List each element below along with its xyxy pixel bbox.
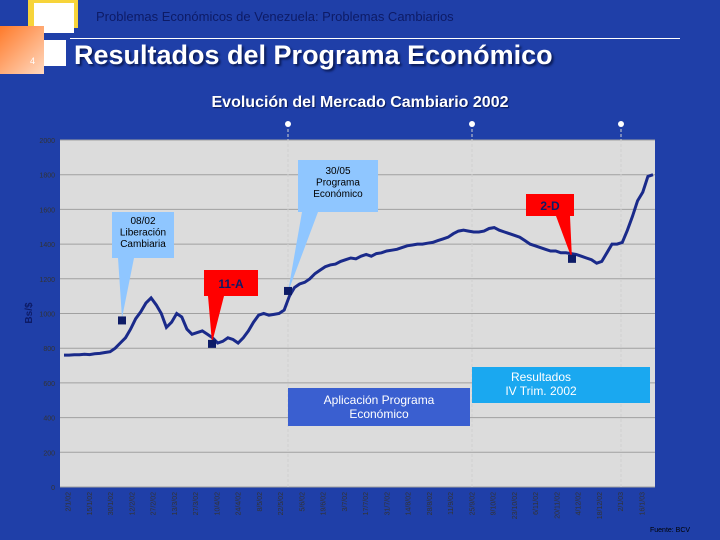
y-axis-ticks: 0 200 400 600 800 1000 1200 1400 1600 1800 2000 (39, 138, 55, 492)
x-tick-label: 14/8/02 (406, 492, 413, 515)
x-tick-label: 11/9/02 (448, 492, 455, 515)
x-tick-label: 3/7/02 (342, 492, 349, 512)
abril-callout (204, 270, 258, 296)
period-divider-dot (618, 121, 624, 127)
diciembre-callout (526, 194, 574, 216)
slide-number: 4 (30, 56, 36, 66)
y-tick-label: 400 (43, 416, 55, 423)
x-tick-label: 27/2/02 (151, 492, 158, 515)
x-tick-label: 27/3/02 (193, 492, 200, 515)
programa-callout-pointer (288, 212, 318, 292)
x-tick-label: 22/5/02 (278, 492, 285, 515)
y-axis-label: Bs/$ (24, 302, 35, 324)
x-tick-label: 25/9/02 (469, 492, 476, 515)
resultados-box (472, 367, 650, 403)
x-tick-label: 12/2/02 (129, 492, 136, 515)
x-tick-label: 2/1/02 (66, 492, 73, 512)
diciembre-callout-label: 2-D (540, 199, 560, 213)
chart-title: Evolución del Mercado Cambiario 2002 (211, 94, 509, 111)
aplicacion-label: Aplicación Programa Económico (324, 393, 435, 421)
abril-callout-pointer (208, 296, 224, 343)
x-tick-label: 10/4/02 (214, 492, 221, 515)
event-marker (568, 254, 576, 263)
x-tick-label: 20/11/02 (554, 492, 561, 519)
x-tick-label: 31/7/02 (384, 492, 391, 515)
slide-title: Resultados del Programa Económico (74, 40, 553, 70)
x-tick-label: 24/4/02 (236, 492, 243, 515)
x-tick-label: 8/5/02 (257, 492, 264, 512)
x-tick-label: 6/11/02 (533, 492, 540, 515)
x-tick-label: 13/3/02 (172, 492, 179, 515)
y-tick-label: 1400 (39, 242, 55, 249)
x-tick-label: 28/8/02 (427, 492, 434, 515)
liberacion-callout-pointer (118, 258, 134, 318)
liberacion-callout-label: 08/02 Liberación Cambiaria (120, 216, 166, 250)
x-tick-label: 5/6/02 (299, 492, 306, 512)
programa-callout (298, 160, 378, 212)
x-tick-label: 18/12/02 (597, 492, 604, 519)
y-tick-label: 1800 (39, 173, 55, 180)
x-tick-label: 2/1/03 (618, 492, 625, 512)
x-tick-label: 4/12/02 (576, 492, 583, 515)
y-tick-label: 2000 (39, 138, 55, 145)
x-tick-label: 23/10/02 (512, 492, 519, 519)
event-marker (284, 286, 292, 295)
decor-white-square (44, 40, 66, 66)
y-tick-label: 0 (51, 485, 55, 492)
x-axis-ticks: 2/1/02 15/1/02 30/1/02 12/2/02 27/2/02 13/3/0… (66, 492, 647, 519)
period-dividers (285, 121, 624, 487)
abril-callout-label: 11-A (218, 277, 244, 291)
y-tick-label: 800 (43, 346, 55, 353)
y-tick-label: 1000 (39, 312, 55, 319)
event-markers (118, 254, 576, 348)
y-tick-label: 600 (43, 381, 55, 388)
x-tick-label: 9/10/02 (491, 492, 498, 515)
x-tick-label: 15/1/02 (87, 492, 94, 515)
header-rule (70, 38, 680, 39)
y-tick-label: 1200 (39, 277, 55, 284)
period-divider-dot (285, 121, 291, 127)
diciembre-callout-pointer (556, 216, 572, 259)
programa-callout-label: 30/05 Programa Económico (313, 166, 363, 200)
event-marker (208, 339, 216, 348)
source-note: Fuente: BCV (650, 527, 691, 534)
y-tick-label: 1600 (39, 207, 55, 214)
y-tick-label: 200 (43, 450, 55, 457)
decor-orange-block (0, 26, 44, 74)
resultados-label: Resultados IV Trim. 2002 (505, 370, 577, 398)
liberacion-callout (112, 212, 174, 258)
x-tick-label: 17/7/02 (363, 492, 370, 515)
x-tick-label: 30/1/02 (108, 492, 115, 515)
series-line (64, 173, 654, 357)
period-divider-dot (469, 121, 475, 127)
x-tick-label: 19/6/02 (321, 492, 328, 515)
slide-subtitle: Problemas Económicos de Venezuela: Probl… (96, 9, 454, 24)
aplicacion-band (288, 388, 470, 426)
event-marker (118, 316, 126, 325)
x-tick-label: 16/1/03 (639, 492, 646, 515)
